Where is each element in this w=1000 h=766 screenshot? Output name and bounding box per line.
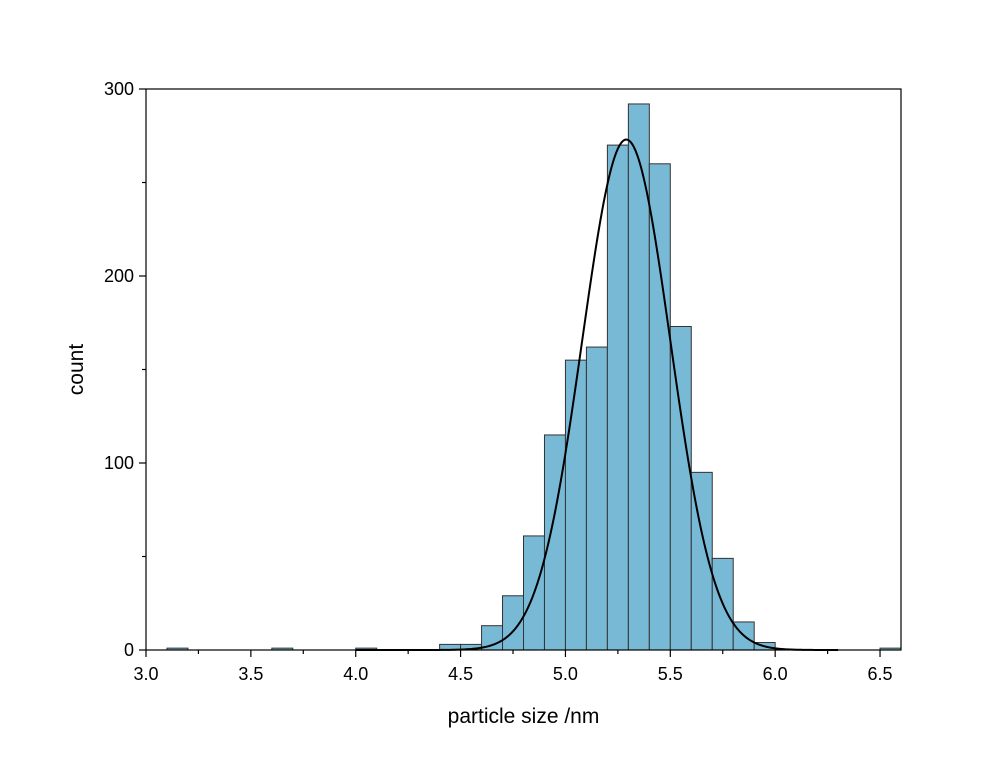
x-axis-ticks: 3.0 3.5 4.0 4.5 5.0 5.5 6.0 6.5 <box>133 650 893 684</box>
x-tick-label: 3.0 <box>133 664 158 684</box>
y-axis-title: count <box>65 344 88 396</box>
y-axis-ticks: 0 100 200 300 <box>104 79 146 660</box>
histogram-bar <box>669 325 692 651</box>
bars-group <box>166 103 902 651</box>
histogram-bar <box>564 359 587 651</box>
x-tick-label: 5.5 <box>658 664 683 684</box>
x-tick-label: 5.0 <box>553 664 578 684</box>
y-tick-label: 0 <box>124 640 134 660</box>
x-tick-label: 4.0 <box>343 664 368 684</box>
histogram-bar <box>648 163 671 651</box>
x-tick-label: 4.5 <box>448 664 473 684</box>
y-tick-label: 200 <box>104 266 134 286</box>
y-tick-label: 100 <box>104 453 134 473</box>
histogram-bar <box>606 144 629 651</box>
histogram-bar <box>585 346 608 651</box>
x-axis-title: particle size /nm <box>448 705 600 728</box>
x-tick-label: 6.0 <box>763 664 788 684</box>
x-tick-label: 3.5 <box>238 664 263 684</box>
x-tick-label: 6.5 <box>868 664 893 684</box>
y-tick-label: 300 <box>104 79 134 99</box>
